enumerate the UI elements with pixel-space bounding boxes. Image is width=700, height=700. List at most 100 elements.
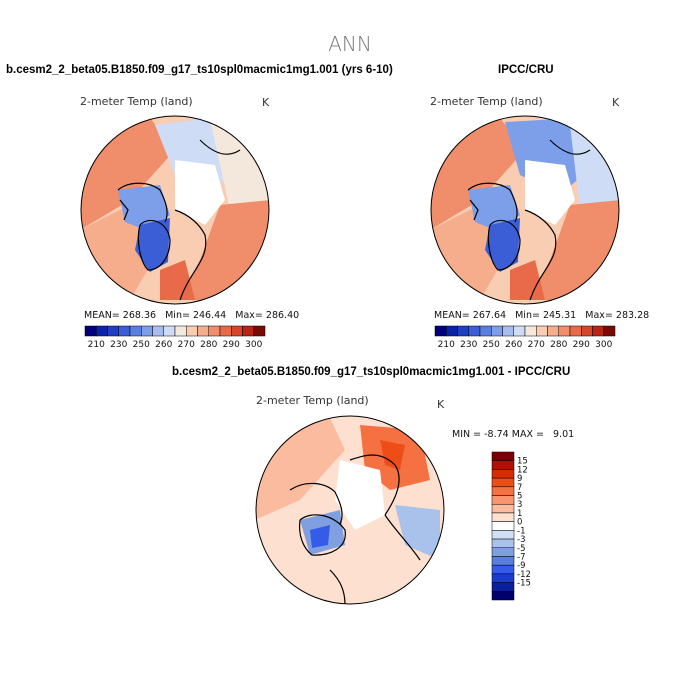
panel1-arctic-archipelago [118, 185, 170, 232]
panel3-stats: MIN = -8.74 MAX = 9.01 [452, 429, 574, 440]
panel3-min-value: -8.74 [484, 429, 509, 440]
panel3-variable-label: 2-meter Temp (land) [256, 394, 369, 407]
panel1-colorbar-tick-label: 290 [223, 340, 240, 350]
main-title: ANN [328, 32, 372, 56]
panel3-min-label: MIN = [452, 429, 482, 440]
panel2-colorbar-swatch [536, 325, 548, 337]
panel3-colorbar-swatch [491, 495, 515, 505]
panel1-mean-value: 268.36 [122, 310, 157, 321]
panel1-colorbar-swatch [186, 325, 198, 337]
panel1-colorbar-tick-label: 300 [245, 340, 262, 350]
panel1-max-value: 286.40 [265, 310, 300, 321]
panel2-mean-label: MEAN= [434, 310, 470, 321]
panel1-colorbar-swatch [231, 325, 243, 337]
panel3-colorbar-swatch [491, 486, 515, 496]
panel1-colorbar-swatch [219, 325, 232, 337]
panel1-colorbar-tick-label: 250 [133, 340, 150, 350]
panel1-boundary [80, 115, 270, 305]
panel1-colorbar-swatch [163, 325, 176, 337]
panel3-colorbar-tick-label: -15 [517, 579, 531, 589]
panel3-colorbar-tick-label: -5 [517, 544, 525, 554]
panel3-colorbar-swatch [491, 503, 515, 514]
panel2-max-label: Max= [585, 310, 613, 321]
panel2-colorbar-swatch [502, 325, 514, 337]
panel1-colorbar-swatch [152, 325, 164, 337]
panel3-max-label: MAX = [511, 429, 544, 440]
panel2-colorbar-swatch [513, 325, 526, 337]
panel3-coastlines [289, 454, 421, 604]
panel1-colorbar-swatch [96, 325, 108, 337]
panel1-colorbar-tick-label: 210 [88, 340, 105, 350]
panel1-variable-label: 2-meter Temp (land) [80, 95, 193, 108]
panel3-colorbar-swatch [491, 582, 515, 592]
panel1-mean-label: MEAN= [84, 310, 120, 321]
panel2-colorbar-swatch [569, 325, 582, 337]
panel2-scandinavia [510, 260, 545, 300]
panel2-boundary [430, 115, 620, 305]
panel1-colorbar-swatch [197, 325, 209, 337]
panel2-colorbar-swatch [581, 325, 593, 337]
panel2-colorbar-swatch [603, 325, 616, 337]
panel3-colorbar-swatch [491, 477, 515, 488]
panel3-colorbar-tick-label: 15 [517, 457, 528, 467]
panel2-colorbar-swatch [547, 325, 559, 337]
panel3-colorbar-swatch [491, 538, 515, 549]
panel3-colorbar-tick-label: 3 [517, 500, 522, 510]
panel2-colorbar-tick-label: 250 [483, 340, 500, 350]
panel1-ocean [175, 160, 225, 225]
panel3-boundary [255, 415, 445, 605]
panel2-colorbar-swatch [468, 325, 481, 337]
panel1-colorbar-swatch [208, 325, 221, 337]
panel1-colorbar-tick-label: 230 [110, 340, 127, 350]
panel3-colorbar-tick-label: 12 [517, 465, 528, 475]
panel2-colorbar-swatch [434, 325, 447, 337]
panel2-colorbar-tick-label: 280 [550, 340, 567, 350]
panel2-greenland [485, 218, 520, 272]
panel1-coastlines [117, 139, 241, 301]
panel1-colorbar-swatch [242, 325, 254, 337]
panel1-colorbar-swatch [107, 325, 119, 337]
panel3-greenland-cold [310, 525, 330, 548]
panel2-colorbar-swatch [592, 325, 604, 337]
panel3-colorbar-tick-label: 1 [517, 509, 522, 519]
panel3-max-value: 9.01 [553, 429, 575, 440]
panel2-title: IPCC/CRU [498, 64, 554, 76]
panel1-min-label: Min= [165, 310, 190, 321]
panel2-colorbar-swatch [491, 325, 503, 337]
panel2-variable-label: 2-meter Temp (land) [430, 95, 543, 108]
panel1-colorbar-swatch [174, 325, 187, 337]
panel3-siberia-hot [380, 440, 405, 470]
panel1-colorbar-tick-label: 270 [178, 340, 195, 350]
panel3-colorbar-swatch [491, 556, 515, 566]
panel1-units: K [262, 96, 270, 109]
panel1-max-label: Max= [235, 310, 263, 321]
panel1-colorbar-swatch [129, 325, 142, 337]
panel2-units: K [612, 96, 620, 109]
panel3-colorbar-tick-label: -12 [517, 570, 531, 580]
panel3-title: b.cesm2_2_beta05.B1850.f09_g17_ts10spl0m… [172, 366, 571, 378]
panel3-units: K [437, 398, 445, 411]
panel1-colorbar-tick-label: 260 [155, 340, 172, 350]
panel2-max-value: 283.28 [615, 310, 650, 321]
panel3-colorbar-swatch [491, 564, 515, 575]
panel1-colorbar-swatch [253, 325, 266, 337]
panel2-colorbar-tick-label: 210 [438, 340, 455, 350]
panel2-colorbar-swatch [446, 325, 458, 337]
panel2-ocean [525, 160, 575, 225]
panel3-colorbar-tick-label: -1 [517, 526, 525, 536]
panel3-colorbar-tick-label: -7 [517, 552, 525, 562]
panel1-colorbar: 210 230 250 260 270 280 290 300 [84, 325, 266, 350]
panel2-colorbar-tick-label: 270 [528, 340, 545, 350]
panel3-colorbar-tick-label: 5 [517, 492, 522, 502]
panel1-colorbar-tick-label: 280 [200, 340, 217, 350]
panel3-colorbar-swatch [491, 530, 515, 540]
panel3-colorbar-tick-label: 0 [517, 518, 522, 528]
panel2-colorbar-tick-label: 290 [573, 340, 590, 350]
panel2-colorbar-tick-label: 230 [460, 340, 477, 350]
panel2-colorbar-swatch [524, 325, 537, 337]
panel3-colorbar-tick-label: 9 [517, 474, 522, 484]
panel2-min-label: Min= [515, 310, 540, 321]
panel3-colorbar-tick-label: 7 [517, 483, 522, 493]
panel3-colorbar-swatch [491, 521, 515, 531]
